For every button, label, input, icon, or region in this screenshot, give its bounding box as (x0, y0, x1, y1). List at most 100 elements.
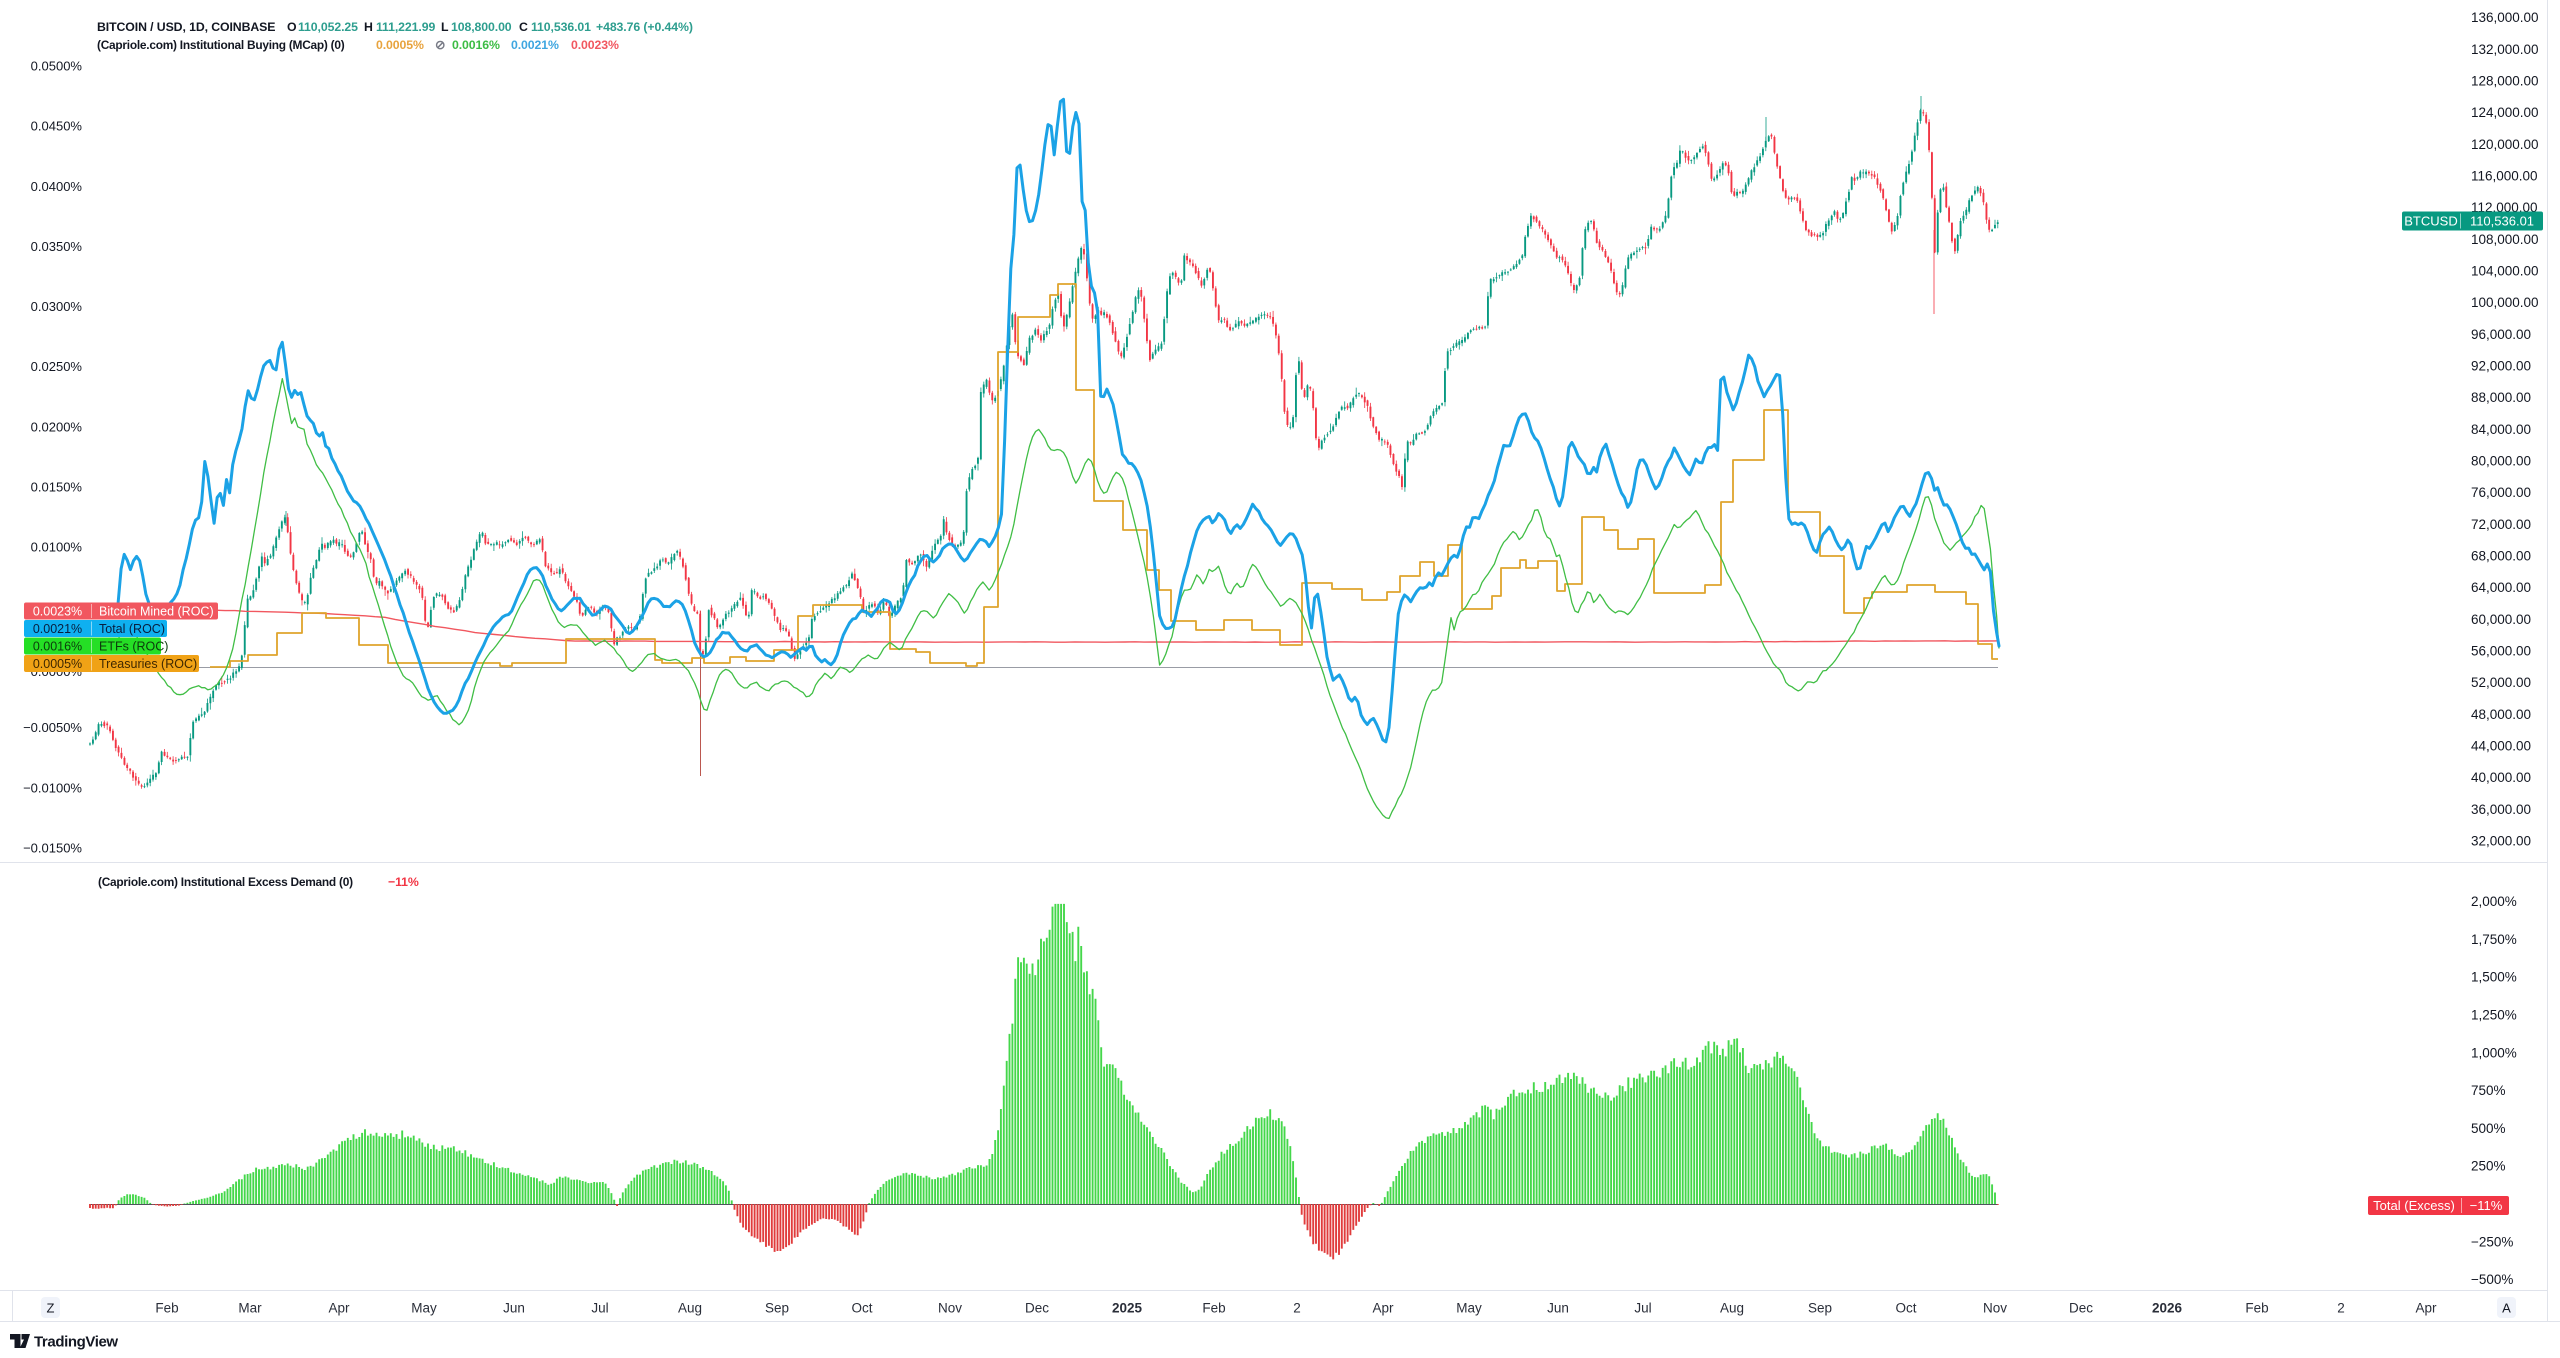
svg-text:76,000.00: 76,000.00 (2471, 485, 2531, 500)
svg-text:May: May (1456, 1301, 1482, 1316)
svg-text:A: A (2502, 1301, 2511, 1316)
svg-text:0.0200%: 0.0200% (31, 419, 83, 434)
svg-text:132,000.00: 132,000.00 (2471, 42, 2539, 57)
svg-text:0.0016%: 0.0016% (452, 38, 500, 52)
svg-text:ETFs (ROC): ETFs (ROC) (99, 640, 168, 654)
svg-text:Feb: Feb (1202, 1301, 1225, 1316)
svg-text:0.0100%: 0.0100% (31, 540, 83, 555)
svg-text:0.0450%: 0.0450% (31, 119, 83, 134)
svg-text:64,000.00: 64,000.00 (2471, 580, 2531, 595)
svg-text:0.0500%: 0.0500% (31, 59, 83, 74)
svg-text:100,000.00: 100,000.00 (2471, 295, 2539, 310)
svg-text:Sep: Sep (1808, 1301, 1832, 1316)
svg-text:Jun: Jun (503, 1301, 525, 1316)
svg-text:O: O (287, 20, 297, 34)
svg-text:L: L (441, 20, 449, 34)
svg-text:May: May (411, 1301, 437, 1316)
svg-text:111,221.99: 111,221.99 (376, 20, 435, 34)
svg-text:Total (ROC): Total (ROC) (99, 622, 165, 636)
svg-text:52,000.00: 52,000.00 (2471, 675, 2531, 690)
svg-text:80,000.00: 80,000.00 (2471, 454, 2531, 469)
svg-text:88,000.00: 88,000.00 (2471, 390, 2531, 405)
svg-text:84,000.00: 84,000.00 (2471, 422, 2531, 437)
svg-text:116,000.00: 116,000.00 (2471, 168, 2538, 183)
svg-text:Bitcoin Mined (ROC): Bitcoin Mined (ROC) (99, 605, 214, 619)
svg-text:BTCUSD: BTCUSD (2404, 214, 2457, 229)
svg-text:110,052.25: 110,052.25 (298, 20, 358, 34)
svg-text:Oct: Oct (851, 1301, 872, 1316)
svg-text:Nov: Nov (938, 1301, 962, 1316)
svg-text:96,000.00: 96,000.00 (2471, 327, 2531, 342)
svg-text:0.0005%: 0.0005% (376, 38, 424, 52)
svg-text:Jun: Jun (1547, 1301, 1569, 1316)
svg-text:0.0150%: 0.0150% (31, 480, 83, 495)
svg-text:Total (Excess): Total (Excess) (2373, 1198, 2455, 1213)
svg-text:110,536.01: 110,536.01 (2470, 214, 2534, 229)
svg-text:−11%: −11% (2470, 1198, 2503, 1213)
svg-text:112,000.00: 112,000.00 (2471, 200, 2538, 215)
svg-text:500%: 500% (2471, 1121, 2506, 1136)
svg-text:124,000.00: 124,000.00 (2471, 105, 2539, 120)
svg-text:−0.0050%: −0.0050% (23, 720, 82, 735)
svg-text:0.0300%: 0.0300% (31, 299, 83, 314)
svg-text:110,536.01: 110,536.01 (531, 20, 591, 34)
svg-text:Apr: Apr (2415, 1301, 2437, 1316)
svg-text:(Capriole.com) Institutional B: (Capriole.com) Institutional Buying (MCa… (97, 38, 345, 52)
svg-text:C: C (519, 20, 528, 34)
svg-text:Oct: Oct (1895, 1301, 1916, 1316)
svg-text:72,000.00: 72,000.00 (2471, 517, 2531, 532)
svg-text:Feb: Feb (2245, 1301, 2268, 1316)
svg-text:2026: 2026 (2152, 1301, 2183, 1316)
svg-text:Jul: Jul (1634, 1301, 1651, 1316)
svg-text:1,750%: 1,750% (2471, 932, 2517, 947)
svg-text:104,000.00: 104,000.00 (2471, 264, 2539, 279)
svg-text:TradingView: TradingView (34, 1334, 118, 1351)
svg-text:60,000.00: 60,000.00 (2471, 612, 2531, 627)
svg-text:1,500%: 1,500% (2471, 970, 2517, 985)
svg-text:Mar: Mar (238, 1301, 262, 1316)
svg-text:Treasuries (ROC): Treasuries (ROC) (99, 657, 197, 671)
svg-text:56,000.00: 56,000.00 (2471, 644, 2531, 659)
svg-text:(Capriole.com) Institutional E: (Capriole.com) Institutional Excess Dema… (98, 875, 353, 889)
svg-text:250%: 250% (2471, 1159, 2506, 1174)
svg-text:−0.0100%: −0.0100% (23, 780, 82, 795)
svg-text:92,000.00: 92,000.00 (2471, 359, 2531, 374)
svg-text:−500%: −500% (2471, 1272, 2513, 1287)
svg-text:−11%: −11% (388, 875, 419, 889)
svg-text:Aug: Aug (678, 1301, 702, 1316)
svg-text:0.0016%: 0.0016% (33, 640, 82, 654)
svg-text:Dec: Dec (1025, 1301, 1049, 1316)
svg-text:0.0350%: 0.0350% (31, 239, 83, 254)
svg-text:Z: Z (47, 1301, 55, 1316)
svg-text:0.0250%: 0.0250% (31, 359, 83, 374)
svg-text:0.0400%: 0.0400% (31, 179, 83, 194)
svg-text:−250%: −250% (2471, 1234, 2513, 1249)
svg-text:Dec: Dec (2069, 1301, 2093, 1316)
svg-text:2,000%: 2,000% (2471, 894, 2517, 909)
svg-text:Feb: Feb (155, 1301, 178, 1316)
svg-text:136,000.00: 136,000.00 (2471, 10, 2539, 25)
svg-text:0.0021%: 0.0021% (33, 622, 82, 636)
svg-text:108,800.00: 108,800.00 (451, 20, 512, 34)
svg-text:0.0021%: 0.0021% (511, 38, 559, 52)
svg-text:⊘: ⊘ (435, 38, 445, 52)
svg-text:40,000.00: 40,000.00 (2471, 770, 2531, 785)
svg-text:Aug: Aug (1720, 1301, 1744, 1316)
svg-text:Apr: Apr (328, 1301, 350, 1316)
svg-text:Nov: Nov (1983, 1301, 2007, 1316)
svg-text:Apr: Apr (1372, 1301, 1394, 1316)
svg-text:128,000.00: 128,000.00 (2471, 73, 2539, 88)
svg-text:1,250%: 1,250% (2471, 1008, 2517, 1023)
svg-text:BITCOIN / USD, 1D, COINBASE: BITCOIN / USD, 1D, COINBASE (97, 20, 275, 34)
svg-text:750%: 750% (2471, 1083, 2506, 1098)
svg-text:108,000.00: 108,000.00 (2471, 232, 2539, 247)
svg-text:Jul: Jul (591, 1301, 608, 1316)
svg-text:1,000%: 1,000% (2471, 1045, 2517, 1060)
svg-text:2: 2 (1293, 1301, 1301, 1316)
svg-text:Sep: Sep (765, 1301, 789, 1316)
svg-text:32,000.00: 32,000.00 (2471, 834, 2531, 849)
svg-text:36,000.00: 36,000.00 (2471, 802, 2531, 817)
svg-text:0.0023%: 0.0023% (571, 38, 619, 52)
svg-text:+483.76 (+0.44%): +483.76 (+0.44%) (596, 20, 693, 34)
svg-text:H: H (364, 20, 373, 34)
